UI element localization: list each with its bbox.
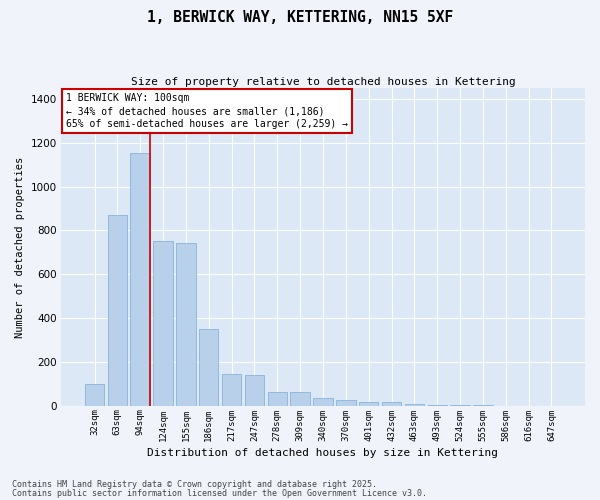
Bar bbox=[130, 153, 150, 406]
X-axis label: Distribution of detached houses by size in Kettering: Distribution of detached houses by size … bbox=[148, 448, 499, 458]
Bar bbox=[359, 402, 379, 406]
Text: Contains HM Land Registry data © Crown copyright and database right 2025.: Contains HM Land Registry data © Crown c… bbox=[12, 480, 377, 489]
Bar bbox=[107, 215, 127, 406]
Bar bbox=[336, 400, 356, 406]
Bar bbox=[382, 402, 401, 406]
Y-axis label: Number of detached properties: Number of detached properties bbox=[15, 156, 25, 338]
Bar bbox=[85, 384, 104, 406]
Bar bbox=[176, 242, 196, 406]
Bar bbox=[313, 398, 332, 406]
Bar bbox=[222, 374, 241, 406]
Bar bbox=[290, 392, 310, 406]
Bar bbox=[404, 404, 424, 406]
Bar bbox=[268, 392, 287, 406]
Title: Size of property relative to detached houses in Kettering: Size of property relative to detached ho… bbox=[131, 78, 515, 88]
Bar bbox=[245, 375, 264, 406]
Text: 1, BERWICK WAY, KETTERING, NN15 5XF: 1, BERWICK WAY, KETTERING, NN15 5XF bbox=[147, 10, 453, 25]
Text: 1 BERWICK WAY: 100sqm
← 34% of detached houses are smaller (1,186)
65% of semi-d: 1 BERWICK WAY: 100sqm ← 34% of detached … bbox=[66, 93, 348, 130]
Bar bbox=[199, 329, 218, 406]
Text: Contains public sector information licensed under the Open Government Licence v3: Contains public sector information licen… bbox=[12, 488, 427, 498]
Bar bbox=[154, 242, 173, 406]
Bar bbox=[428, 405, 447, 406]
